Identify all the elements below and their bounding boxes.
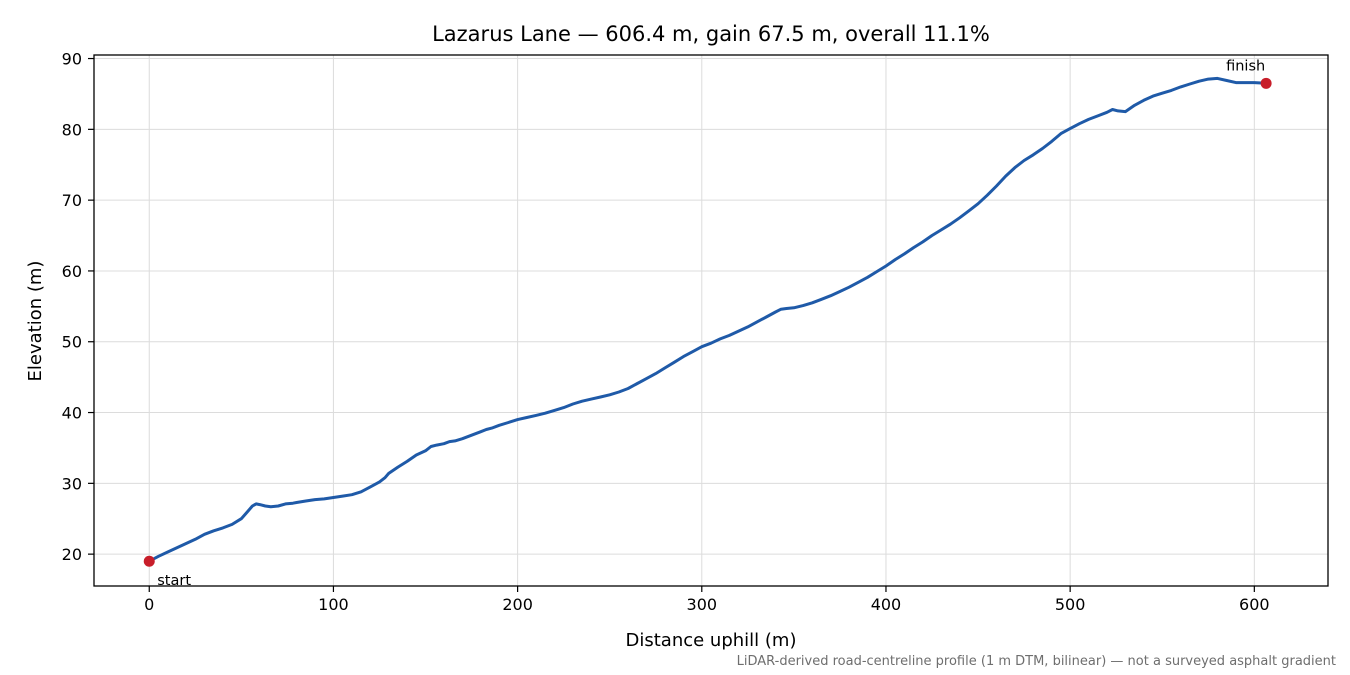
y-tick-label: 40: [62, 404, 82, 423]
start-marker: [143, 555, 155, 567]
y-axis-label: Elevation (m): [25, 261, 46, 382]
y-tick-label: 30: [62, 474, 82, 493]
finish-marker: [1260, 77, 1272, 89]
y-tick-label: 20: [62, 545, 82, 564]
y-tick-label: 70: [62, 191, 82, 210]
y-tick-label: 90: [62, 50, 82, 69]
gridlines: [94, 55, 1328, 586]
chart-title: Lazarus Lane — 606.4 m, gain 67.5 m, ove…: [432, 22, 990, 46]
x-tick-label: 100: [318, 595, 349, 614]
x-axis-label: Distance uphill (m): [626, 630, 797, 651]
x-tick-label: 200: [502, 595, 533, 614]
footnote: LiDAR-derived road-centreline profile (1…: [737, 654, 1336, 669]
x-tick-label: 300: [687, 595, 718, 614]
y-tick-label: 80: [62, 120, 82, 139]
y-tick-label: 60: [62, 262, 82, 281]
x-axis-ticks: 0 100 200 300 400 500 600: [144, 586, 1270, 614]
start-label: start: [157, 573, 191, 589]
elevation-line: [147, 76, 1268, 563]
x-tick-label: 400: [871, 595, 902, 614]
x-tick-label: 600: [1239, 595, 1270, 614]
finish-label: finish: [1226, 58, 1265, 74]
x-tick-label: 500: [1055, 595, 1086, 614]
y-axis-ticks: 20 30 40 50 60 70 80 90: [62, 50, 94, 564]
plot-area-frame: [93, 54, 1329, 587]
endpoint-markers: start finish: [143, 58, 1272, 589]
x-tick-label: 0: [144, 595, 154, 614]
y-tick-label: 50: [62, 333, 82, 352]
